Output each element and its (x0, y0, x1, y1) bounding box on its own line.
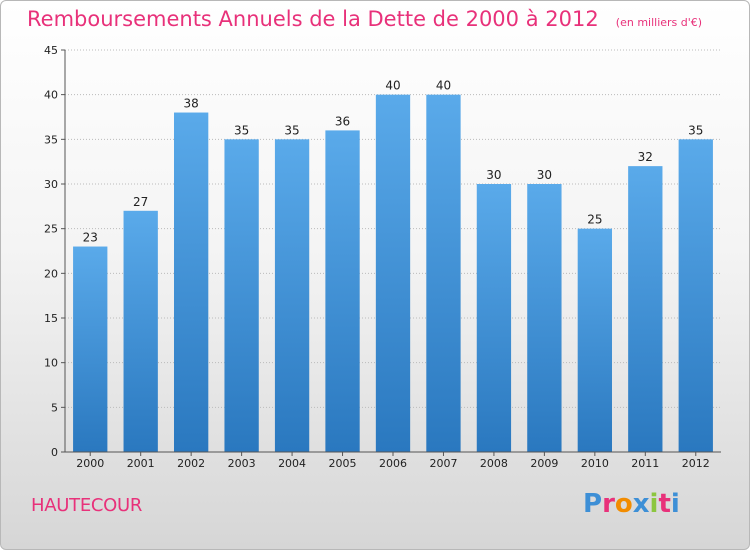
logo-letter: r (602, 489, 615, 519)
value-label-2003: 35 (234, 123, 249, 137)
bar-2004 (274, 139, 310, 453)
logo-letter: P (583, 489, 603, 519)
x-tick-label-2012: 2012 (682, 457, 710, 470)
logo-letter: x (632, 489, 650, 519)
x-tick-label-2002: 2002 (177, 457, 205, 470)
y-tick-label: 40 (44, 89, 58, 102)
x-tick-label-2005: 2005 (329, 457, 357, 470)
x-tick-label-2008: 2008 (480, 457, 508, 470)
value-label-2012: 35 (688, 123, 703, 137)
bar-2006 (375, 94, 411, 453)
value-label-2004: 35 (284, 123, 299, 137)
y-tick-label: 45 (44, 44, 58, 57)
x-tick-label-2007: 2007 (429, 457, 457, 470)
logo-letter: i (670, 489, 680, 519)
y-tick-label: 10 (44, 357, 58, 370)
bar-2003 (224, 139, 259, 453)
chart-title: Remboursements Annuels de la Dette de 20… (27, 7, 599, 31)
x-tick-label-2003: 2003 (228, 457, 256, 470)
bar-2001 (123, 210, 158, 452)
x-tick-label-2000: 2000 (76, 457, 104, 470)
value-label-2005: 36 (335, 114, 350, 128)
x-tick-label-2010: 2010 (581, 457, 609, 470)
logo-letter: i (649, 489, 659, 519)
logo-letter: o (614, 489, 633, 519)
chart-subtitle: (en milliers d'€) (615, 16, 703, 29)
x-tick-label-2009: 2009 (530, 457, 558, 470)
title-row: Remboursements Annuels de la Dette de 20… (27, 7, 702, 31)
value-label-2008: 30 (486, 168, 501, 182)
value-label-2007: 40 (436, 79, 451, 93)
value-label-2010: 25 (587, 213, 602, 227)
y-tick-label: 25 (44, 223, 58, 236)
bars: 23 27 38 35 35 36 40 40 30 30 25 32 35 (73, 79, 713, 453)
y-tick-label: 35 (44, 133, 58, 146)
bar-2010 (577, 228, 613, 452)
x-tick-label-2004: 2004 (278, 457, 306, 470)
x-tick-label-2011: 2011 (631, 457, 659, 470)
proxiti-logo: Proxiti (583, 489, 680, 519)
y-tick-label: 15 (44, 312, 58, 325)
bar-2005 (325, 130, 360, 452)
bar-2012 (678, 139, 713, 453)
bar-2011 (628, 166, 663, 452)
x-tick-label-2006: 2006 (379, 457, 407, 470)
bar-2000 (73, 246, 108, 452)
value-label-2002: 38 (184, 97, 199, 111)
y-tick-label: 5 (51, 401, 58, 414)
bar-2009 (527, 184, 562, 452)
value-label-2006: 40 (385, 79, 400, 93)
bar-2002 (173, 112, 209, 453)
value-label-2000: 23 (83, 231, 98, 245)
y-tick-label: 20 (44, 267, 58, 280)
bar-2007 (426, 94, 461, 453)
axes: 0 5 10 15 20 25 30 35 40 45 2000 2001 2002 2003 2004 20… (44, 44, 721, 470)
logo-letter: t (658, 489, 671, 519)
bar-2008 (476, 184, 512, 452)
y-tick-label: 0 (51, 446, 58, 459)
commune-name: HAUTECOUR (31, 495, 143, 516)
y-tick-label: 30 (44, 178, 58, 191)
value-label-2001: 27 (133, 195, 148, 209)
value-label-2009: 30 (537, 168, 552, 182)
x-tick-label-2001: 2001 (127, 457, 155, 470)
value-label-2011: 32 (638, 150, 653, 164)
